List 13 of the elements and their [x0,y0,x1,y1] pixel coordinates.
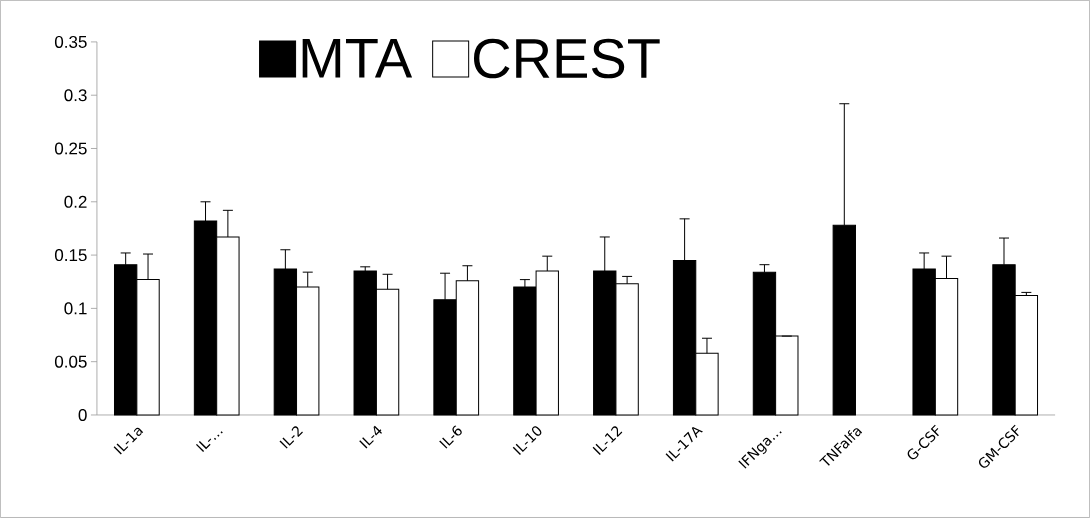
y-tick-label: 0.15 [54,249,87,262]
y-tick-label: 0.35 [54,35,87,48]
y-tick-label: 0.05 [54,355,87,368]
legend-label: MTA [302,38,413,78]
y-tick-label: 0.25 [54,142,87,155]
x-tick-label: IL-… [195,431,223,453]
y-tick-label: 0.1 [64,302,87,315]
y-tick-label: 0 [78,409,87,422]
x-tick-label: IL-4 [359,425,383,449]
x-tick-label: IL-2 [279,426,303,449]
y-tick-label: 0.2 [64,195,87,208]
y-tick-label: 0.3 [64,89,87,102]
legend-label: CREST [474,38,660,79]
